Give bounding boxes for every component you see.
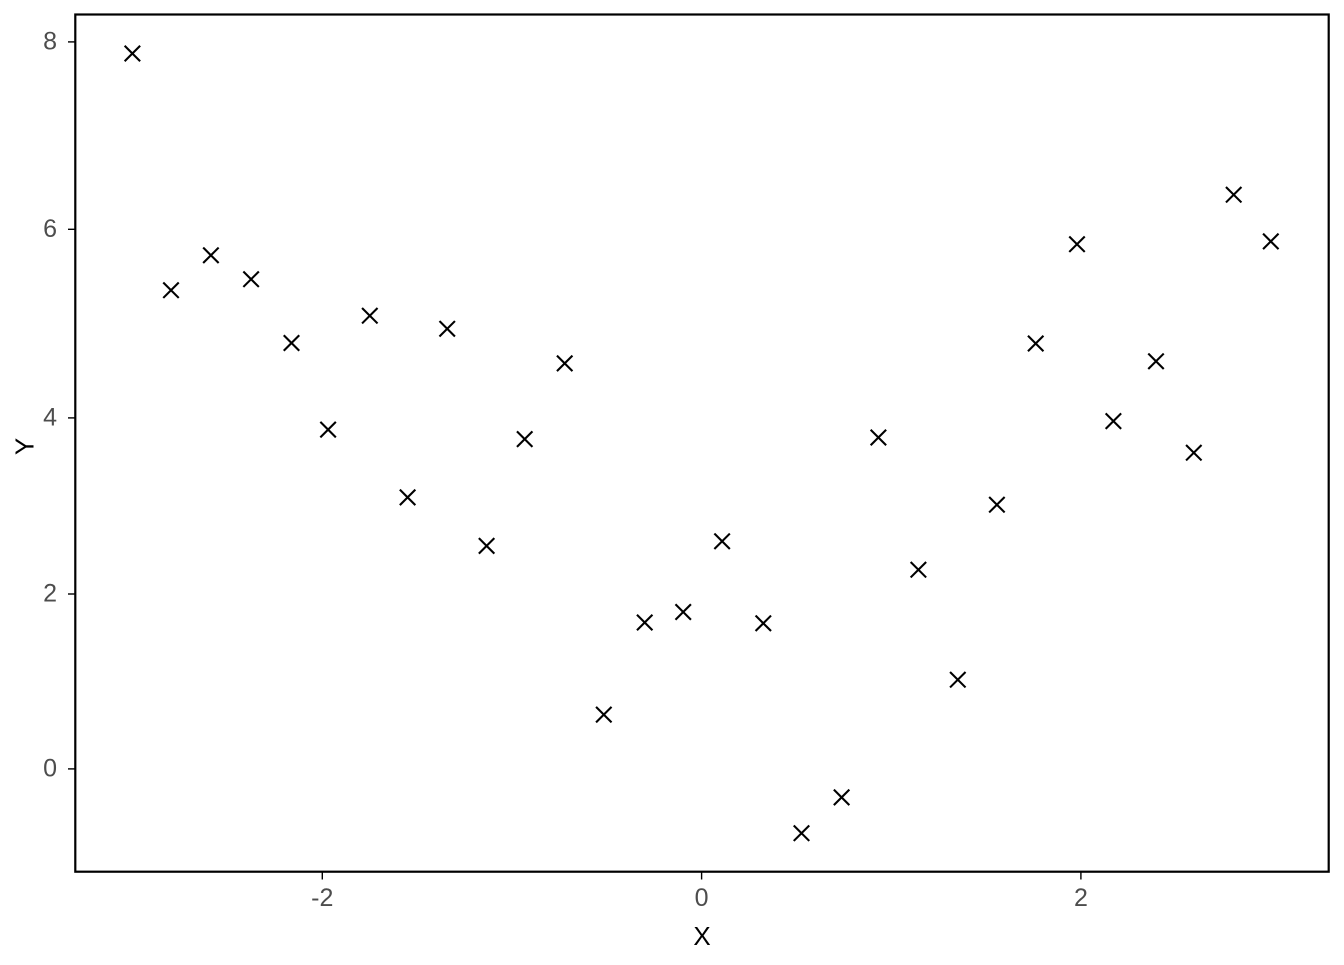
svg-text:X: X xyxy=(693,921,710,951)
svg-text:0: 0 xyxy=(43,755,57,783)
svg-text:8: 8 xyxy=(43,28,57,56)
svg-text:2: 2 xyxy=(1074,884,1088,912)
svg-text:-2: -2 xyxy=(311,884,333,912)
svg-text:6: 6 xyxy=(43,215,57,243)
svg-text:4: 4 xyxy=(43,404,57,432)
svg-text:Y: Y xyxy=(10,438,40,455)
svg-text:2: 2 xyxy=(43,580,57,608)
svg-text:0: 0 xyxy=(695,884,709,912)
